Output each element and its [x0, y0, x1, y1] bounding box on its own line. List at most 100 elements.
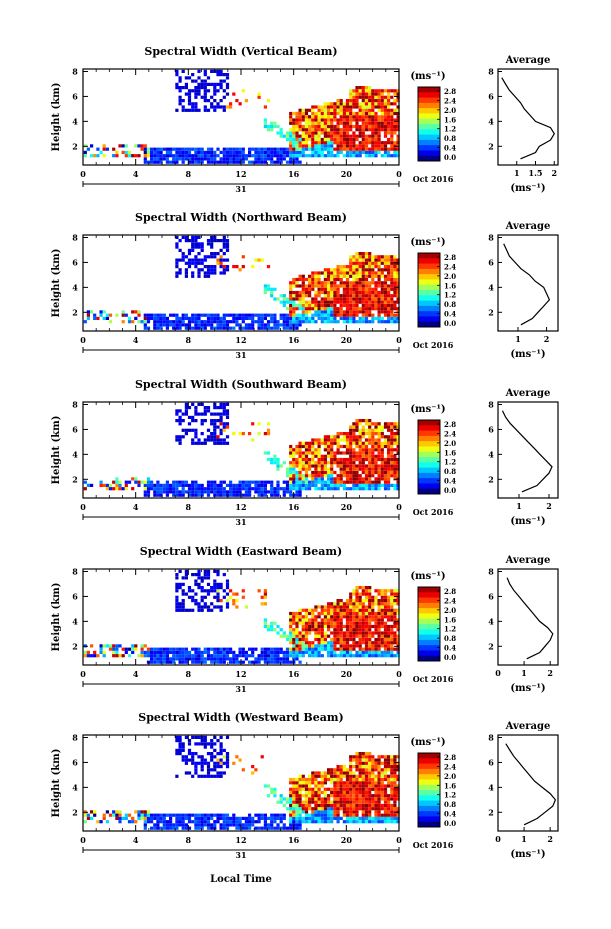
heatmap-cell — [320, 128, 324, 132]
heatmap-cell — [289, 128, 293, 132]
heatmap-cell — [323, 141, 327, 145]
heatmap-cell — [216, 147, 220, 151]
heatmap-cell — [181, 820, 185, 824]
heatmap-cell — [156, 147, 160, 151]
heatmap-cell — [289, 316, 293, 320]
heatmap-cell — [342, 432, 346, 436]
heatmap-cell — [323, 303, 327, 308]
heatmap-cell — [323, 474, 327, 478]
heatmap-cell — [232, 160, 236, 164]
heatmap-cell — [308, 654, 312, 658]
heatmap-cell — [345, 611, 350, 616]
heatmap-cell — [358, 274, 362, 278]
heatmap-cell — [355, 281, 359, 285]
heatmap-cell — [311, 628, 315, 632]
y-axis-label: Height (km) — [51, 583, 62, 652]
heatmap-cell — [295, 777, 299, 782]
heatmap-cell — [336, 487, 340, 491]
heatmap-cell — [387, 303, 391, 308]
heatmap-cell — [374, 611, 378, 616]
heatmap-cell — [203, 274, 207, 278]
heatmap-cell — [320, 621, 324, 625]
heatmap-cell — [364, 89, 369, 93]
heatmap-cell — [301, 134, 305, 138]
heatmap-cell — [178, 742, 182, 746]
heatmap-cell — [374, 300, 378, 304]
heatmap-cell — [292, 461, 296, 465]
heatmap-cell — [210, 654, 214, 658]
heatmap-cell — [301, 615, 305, 619]
heatmap-cell — [266, 624, 271, 629]
heatmap-cell — [194, 428, 198, 432]
heatmap-cell — [327, 115, 331, 119]
heatmap-cell — [327, 271, 331, 275]
heatmap-cell — [289, 154, 293, 158]
heatmap-cell — [165, 650, 169, 654]
heatmap-cell — [216, 657, 220, 661]
heatmap-cell — [213, 271, 217, 275]
heatmap-cell — [200, 761, 204, 765]
heatmap-cell — [380, 428, 384, 432]
heatmap-cell — [317, 774, 321, 778]
heatmap-cell — [175, 412, 179, 416]
heatmap-cell — [327, 474, 331, 478]
heatmap-cell — [210, 235, 214, 239]
colorbar-band — [418, 478, 440, 484]
heatmap-cell — [235, 490, 239, 494]
heatmap-cell — [143, 323, 147, 327]
heatmap-cell — [327, 615, 331, 619]
heatmap-cell — [396, 467, 400, 471]
heatmap-cell — [181, 157, 185, 161]
heatmap-cell — [210, 326, 214, 330]
heatmap-cell — [292, 813, 296, 817]
heatmap-cell — [213, 586, 217, 590]
heatmap-cell — [339, 794, 343, 798]
heatmap-cell — [393, 154, 397, 158]
heatmap-cell — [304, 290, 309, 295]
heatmap-cell — [153, 823, 157, 827]
heatmap-cell — [390, 154, 394, 158]
y-tick-label: 4 — [72, 116, 78, 126]
heatmap-cell — [317, 781, 321, 785]
heatmap-cell — [216, 739, 220, 743]
heatmap-cell — [222, 493, 226, 497]
heatmap-cell — [156, 313, 160, 317]
heatmap-cell — [301, 784, 305, 788]
heatmap-cell — [387, 99, 391, 103]
colorbar-band — [418, 483, 440, 490]
average-x-label: (ms⁻¹) — [510, 683, 545, 694]
heatmap-cell — [112, 154, 116, 158]
heatmap-cell — [298, 290, 302, 295]
heatmap-cell — [358, 294, 362, 298]
heatmap-cell — [317, 444, 321, 449]
heatmap-cell — [358, 618, 362, 622]
heatmap-cell — [374, 134, 378, 138]
heatmap-cell — [194, 816, 198, 820]
heatmap-cell — [90, 144, 94, 148]
colorbar-band — [418, 274, 440, 280]
heatmap-cell — [191, 820, 195, 824]
heatmap-cell — [165, 320, 169, 324]
heatmap-cell — [393, 608, 397, 612]
heatmap-cell — [200, 95, 204, 99]
heatmap-cell — [304, 131, 309, 135]
heatmap-cell — [383, 124, 388, 129]
heatmap-cell — [102, 654, 106, 658]
heatmap-cell — [194, 660, 198, 664]
heatmap-cell — [377, 618, 381, 622]
average-profile-line — [501, 77, 556, 160]
heatmap-cell — [99, 313, 103, 317]
heatmap-cell — [374, 631, 378, 635]
heatmap-cell — [279, 647, 283, 651]
heatmap-cell — [295, 118, 299, 122]
heatmap-cell — [311, 128, 315, 132]
heatmap-cell — [304, 451, 309, 455]
heatmap-cell — [342, 118, 346, 122]
heatmap-cell — [383, 290, 388, 295]
heatmap-cell — [289, 477, 293, 481]
heatmap-cell — [197, 654, 201, 658]
heatmap-cell — [377, 255, 381, 259]
heatmap-cell — [308, 307, 312, 311]
colorbar-tick-label: 1.2 — [444, 125, 456, 134]
heatmap-cell — [380, 105, 384, 109]
